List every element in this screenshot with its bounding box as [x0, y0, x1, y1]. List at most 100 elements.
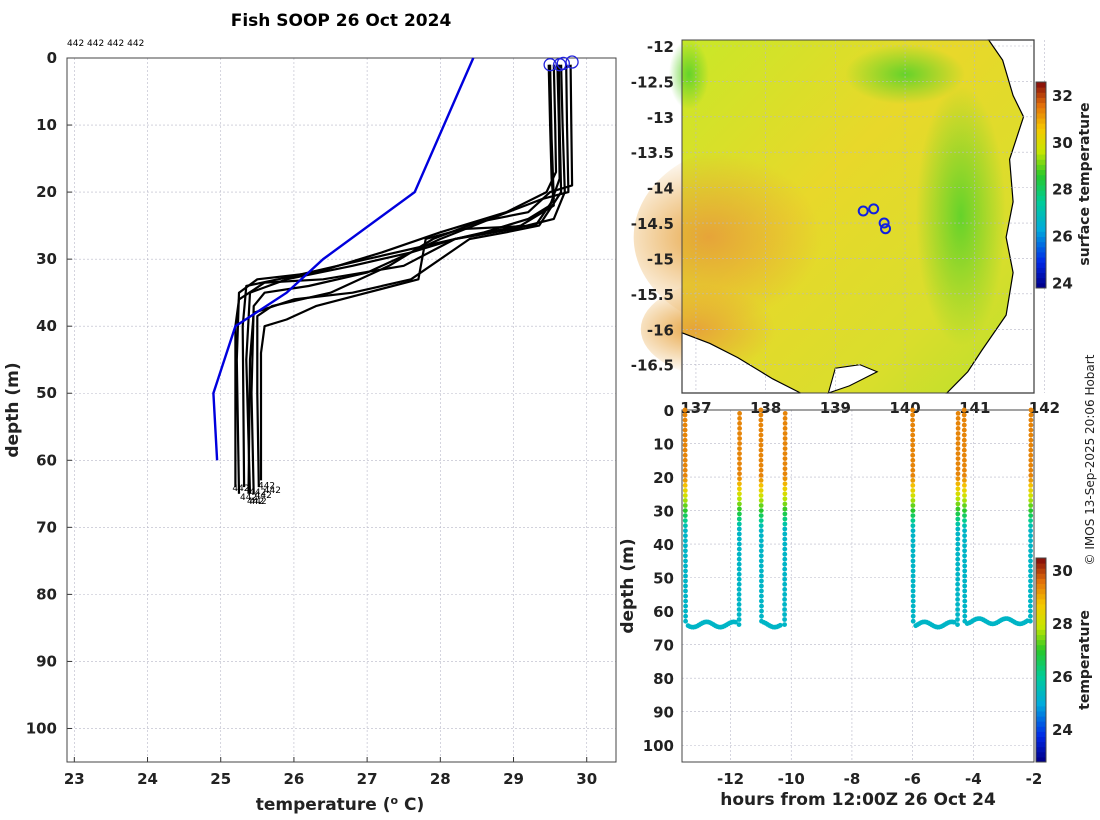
section-data-point	[962, 538, 967, 544]
section-data-point	[910, 523, 916, 529]
section-data-point	[955, 461, 961, 466]
sst-colorbar-segment	[1036, 112, 1046, 119]
section-data-point	[955, 521, 961, 527]
section-y-tick-label: 0	[664, 402, 674, 420]
section-data-point	[736, 576, 742, 582]
section-data-point	[955, 476, 961, 482]
section-colorbar-segment	[1036, 675, 1046, 681]
section-data-point	[758, 442, 764, 448]
section-data-point	[1028, 598, 1033, 604]
section-data-point	[682, 478, 688, 483]
section-colorbar-segment	[1036, 614, 1046, 620]
section-data-point	[683, 548, 688, 554]
section-data-point	[758, 422, 764, 428]
section-colorbar-segment	[1036, 588, 1046, 595]
section-data-point	[682, 473, 688, 478]
section-data-point	[961, 407, 967, 413]
section-data-point	[1028, 578, 1033, 584]
section-data-point	[1028, 593, 1033, 599]
y-tick-label: 0	[47, 49, 57, 67]
imos-credit: © IMOS 13-Sep-2025 20:06 Hobart	[1083, 354, 1097, 565]
section-data-point	[1028, 603, 1033, 609]
section-data-point	[955, 526, 961, 532]
section-data-point	[682, 452, 688, 458]
section-data-point	[1028, 457, 1034, 463]
section-data-point	[758, 498, 764, 503]
section-data-point	[1028, 442, 1034, 448]
section-data-point	[910, 447, 916, 453]
section-data-point	[1028, 538, 1033, 544]
sst-colorbar-segment	[1036, 246, 1046, 253]
cool-coastal-band	[915, 85, 1006, 346]
section-colorbar-segment	[1036, 573, 1046, 579]
sst-colorbar-segment	[1036, 257, 1046, 263]
x-tick-label: 29	[503, 770, 524, 788]
section-data-point	[910, 498, 916, 503]
section-data-point	[737, 501, 742, 507]
section-colorbar-segment	[1036, 644, 1046, 651]
map-y-tick-label: -13.5	[631, 144, 674, 162]
sst-colorbar-segment	[1036, 169, 1046, 176]
section-data-point	[1028, 533, 1033, 539]
temperature-profile-line	[235, 64, 558, 494]
sst-colorbar-segment	[1036, 210, 1046, 217]
section-data-point	[682, 437, 688, 443]
map-y-tick-label: -13	[647, 109, 674, 127]
section-data-point	[758, 553, 764, 559]
section-frame	[681, 409, 1035, 763]
section-data-point	[910, 558, 916, 564]
section-data-point	[1028, 478, 1034, 483]
section-colorbar-segment	[1036, 660, 1046, 666]
section-data-point	[782, 496, 788, 502]
section-data-point	[736, 536, 742, 542]
sst-colorbar-label: surface temperature	[1077, 102, 1093, 265]
section-data-point	[910, 608, 916, 614]
section-data-point	[955, 561, 961, 567]
section-data-point	[782, 416, 788, 421]
section-data-point	[962, 588, 968, 594]
section-data-point	[962, 568, 968, 574]
sst-colorbar-segment	[1036, 272, 1046, 279]
section-y-tick-label: 70	[653, 637, 674, 655]
section-data-point	[736, 602, 742, 607]
section-data-point	[682, 432, 688, 438]
x-tick-label: 28	[430, 770, 451, 788]
section-colorbar-segment	[1036, 721, 1046, 727]
section-data-point	[1028, 518, 1033, 523]
section-data-point	[962, 488, 967, 493]
section-data-point	[910, 518, 916, 523]
sst-colorbar-segment	[1036, 154, 1046, 160]
section-data-point	[682, 442, 688, 448]
section-data-point	[955, 411, 961, 416]
cool-north	[845, 44, 966, 105]
map-y-tick-label: -12.5	[631, 73, 674, 91]
section-colorbar-label: temperature	[1077, 610, 1093, 710]
section-data-point	[955, 587, 960, 592]
section-data-point	[782, 561, 788, 567]
section-colorbar-segment	[1036, 609, 1046, 615]
section-data-point	[736, 587, 742, 592]
section-data-point	[683, 598, 688, 604]
section-data-point	[910, 462, 916, 468]
sst-colorbar-segment	[1036, 205, 1046, 212]
section-data-point	[737, 476, 742, 482]
sst-colorbar-segment	[1036, 231, 1046, 237]
section-y-tick-label: 40	[653, 536, 674, 554]
section-data-point	[737, 511, 742, 517]
section-data-point	[683, 593, 688, 599]
section-data-point	[955, 441, 961, 446]
section-data-point	[962, 608, 968, 614]
chart-title: Fish SOOP 26 Oct 2024	[231, 11, 452, 31]
section-data-point	[737, 436, 742, 441]
section-data-point	[910, 583, 916, 589]
section-data-point	[683, 603, 688, 609]
section-data-point	[910, 508, 916, 513]
section-data-point	[955, 486, 961, 492]
section-colorbar-segment	[1036, 716, 1046, 722]
section-data-point	[961, 412, 967, 418]
profile-end-label: 442	[240, 493, 257, 503]
section-data-point	[736, 622, 742, 627]
y-tick-label: 100	[26, 719, 57, 737]
sst-colorbar-segment	[1036, 241, 1046, 248]
